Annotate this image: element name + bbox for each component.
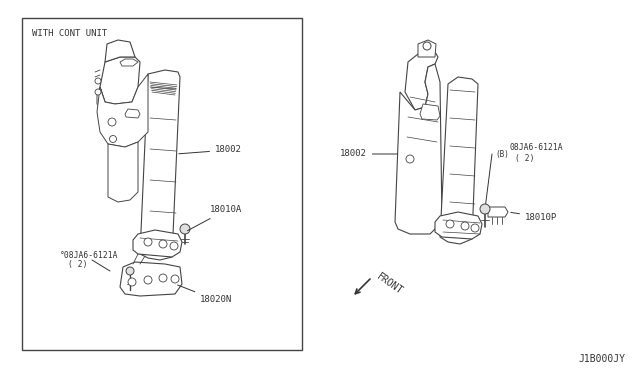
Text: J1B000JY: J1B000JY <box>578 354 625 364</box>
Text: (B): (B) <box>495 150 509 158</box>
Polygon shape <box>108 142 138 202</box>
Text: 08JA6-6121A: 08JA6-6121A <box>510 142 564 151</box>
Polygon shape <box>125 109 140 118</box>
Circle shape <box>144 276 152 284</box>
Polygon shape <box>140 70 180 260</box>
Polygon shape <box>440 77 478 244</box>
Polygon shape <box>420 104 440 120</box>
Text: ( 2): ( 2) <box>515 154 534 163</box>
Circle shape <box>170 242 178 250</box>
Circle shape <box>446 220 454 228</box>
Polygon shape <box>405 50 438 110</box>
Polygon shape <box>100 57 140 104</box>
Text: WITH CONT UNIT: WITH CONT UNIT <box>32 29 108 38</box>
Circle shape <box>95 89 101 95</box>
Circle shape <box>171 275 179 283</box>
Polygon shape <box>97 74 148 147</box>
Text: 18010P: 18010P <box>511 212 557 221</box>
Circle shape <box>128 278 136 286</box>
Text: 18002: 18002 <box>340 150 397 158</box>
Polygon shape <box>435 212 482 239</box>
Circle shape <box>406 155 414 163</box>
Bar <box>22 18 302 350</box>
Text: °08JA6-6121A: °08JA6-6121A <box>60 250 118 260</box>
Circle shape <box>159 274 167 282</box>
Polygon shape <box>105 40 135 62</box>
Polygon shape <box>395 64 442 234</box>
Circle shape <box>180 224 190 234</box>
Circle shape <box>461 222 469 230</box>
Circle shape <box>108 118 116 126</box>
Circle shape <box>480 204 490 214</box>
Circle shape <box>126 267 134 275</box>
Text: FRONT: FRONT <box>375 272 404 296</box>
Text: 18020N: 18020N <box>177 285 232 305</box>
Polygon shape <box>120 262 182 296</box>
Text: ( 2): ( 2) <box>68 260 88 269</box>
Circle shape <box>159 240 167 248</box>
Circle shape <box>471 224 479 232</box>
Polygon shape <box>120 59 138 66</box>
Polygon shape <box>97 87 105 107</box>
Text: 18002: 18002 <box>179 145 242 154</box>
Circle shape <box>144 238 152 246</box>
Polygon shape <box>418 40 436 57</box>
Circle shape <box>109 135 116 142</box>
Circle shape <box>423 42 431 50</box>
Text: 18010A: 18010A <box>188 205 243 231</box>
Circle shape <box>95 78 101 84</box>
Polygon shape <box>133 230 182 257</box>
Polygon shape <box>488 207 508 217</box>
